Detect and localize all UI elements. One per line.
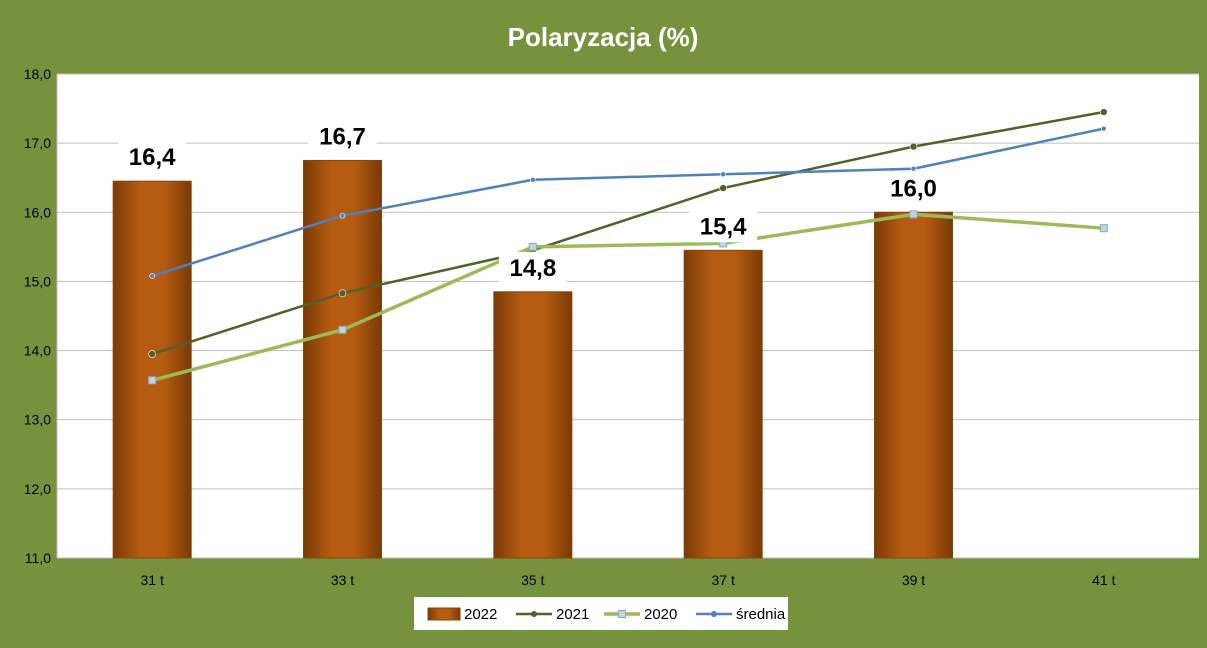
point-2021 bbox=[1100, 108, 1108, 116]
y-tick-label: 15,0 bbox=[24, 273, 51, 289]
legend-label: średnia bbox=[736, 606, 786, 623]
point-2021 bbox=[719, 184, 727, 192]
line-2020 bbox=[151, 212, 1104, 382]
x-tick-label: 39 t bbox=[902, 572, 925, 588]
bar-data-labels: 16,4 16,7 14,8 15,4 16,0 bbox=[118, 120, 948, 284]
point-2021 bbox=[148, 350, 156, 358]
point-2021 bbox=[338, 289, 347, 297]
y-tick-label: 18,0 bbox=[24, 66, 51, 82]
x-tick-label: 37 t bbox=[711, 572, 734, 588]
bar-2022 bbox=[683, 249, 763, 559]
point-średnia bbox=[530, 176, 536, 183]
line-2021 bbox=[151, 110, 1105, 356]
data-label: 16,0 bbox=[890, 175, 937, 202]
point-średnia bbox=[1101, 125, 1107, 132]
y-tick-label: 12,0 bbox=[24, 481, 51, 497]
bar-2022 bbox=[493, 291, 573, 559]
y-tick-label: 13,0 bbox=[24, 412, 51, 428]
x-tick-label: 33 t bbox=[331, 572, 354, 588]
data-label: 15,4 bbox=[700, 213, 747, 240]
x-tick-label: 31 t bbox=[140, 572, 163, 588]
y-axis-tick-labels: 11,0 12,0 13,0 14,0 15,0 16,0 17,0 18,0 bbox=[24, 66, 51, 566]
x-axis-tick-labels: 31 t 33 t 35 t 37 t 39 t 41 t bbox=[140, 572, 1115, 588]
point-średnia bbox=[720, 171, 726, 178]
data-label: 16,4 bbox=[129, 144, 176, 171]
gridlines bbox=[56, 73, 1199, 559]
point-średnia bbox=[149, 273, 155, 279]
data-label-box bbox=[118, 141, 187, 174]
data-label-box bbox=[308, 120, 377, 153]
data-label: 14,8 bbox=[509, 255, 556, 282]
legend-marker-2021 bbox=[531, 611, 537, 617]
chart-title: Polaryzacja (%) bbox=[508, 22, 699, 52]
point-2020 bbox=[909, 210, 918, 219]
legend-marker-średnia bbox=[711, 611, 717, 617]
data-label-box bbox=[689, 210, 758, 243]
point-2020 bbox=[148, 376, 157, 385]
y-tick-label: 17,0 bbox=[24, 135, 51, 151]
y-tick-label: 16,0 bbox=[24, 204, 51, 220]
point-2020 bbox=[1099, 224, 1108, 233]
data-label: 16,7 bbox=[319, 123, 366, 150]
bar-2022 bbox=[303, 159, 382, 559]
point-średnia bbox=[339, 212, 346, 219]
y-tick-label: 14,0 bbox=[24, 343, 51, 359]
x-tick-label: 35 t bbox=[521, 572, 544, 588]
legend-label: 2020 bbox=[644, 606, 677, 623]
legend-label: 2021 bbox=[556, 606, 589, 623]
data-label-box bbox=[498, 251, 567, 284]
point-2020 bbox=[338, 325, 347, 334]
plot-area bbox=[57, 74, 1199, 558]
bar-2022 bbox=[874, 211, 953, 559]
point-średnia bbox=[910, 165, 917, 172]
y-tick-label: 11,0 bbox=[25, 550, 51, 566]
line-średnia bbox=[151, 127, 1105, 278]
point-2021 bbox=[909, 142, 918, 151]
point-2020 bbox=[528, 242, 537, 251]
legend: 2022 2021 2020 średnia bbox=[414, 597, 788, 630]
x-tick-label: 41 t bbox=[1092, 572, 1115, 588]
legend-label: 2022 bbox=[464, 606, 497, 623]
bar-2022 bbox=[112, 180, 192, 559]
legend-swatch-2022 bbox=[427, 607, 461, 621]
legend-marker-2020 bbox=[618, 610, 626, 618]
data-label-box bbox=[879, 172, 948, 205]
